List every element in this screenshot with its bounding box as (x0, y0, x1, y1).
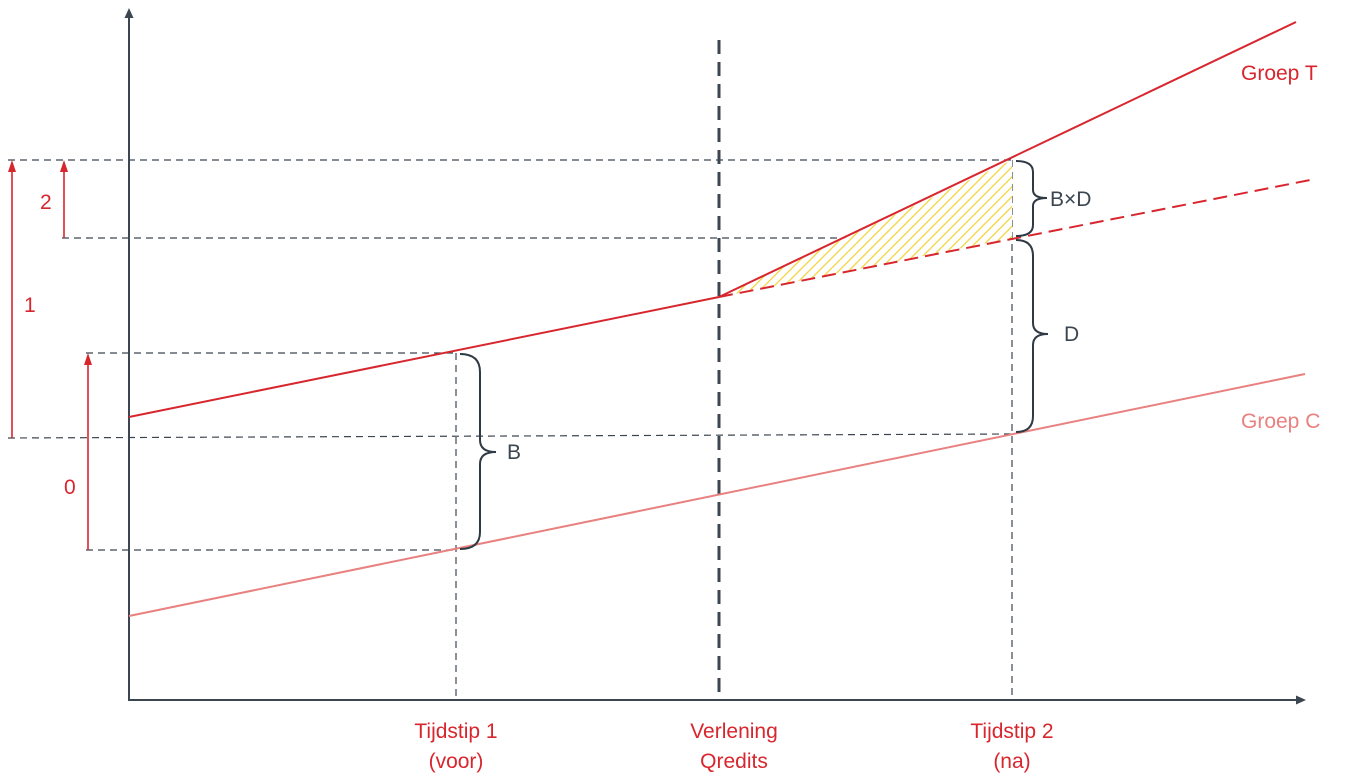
axes (124, 8, 1306, 705)
arrow-1-label: 1 (24, 294, 36, 317)
x-tick-verlening-line2: Qredits (700, 750, 768, 773)
arrow-2-head (60, 160, 68, 172)
brace-b-label: B (507, 441, 521, 464)
group-t-line-after (718, 21, 1297, 298)
arrow-0-head (84, 353, 92, 365)
brace-d-label: D (1064, 323, 1079, 346)
group-c-line (128, 373, 1306, 617)
x-tick-tijdstip-2-line1: Tijdstip 2 (970, 720, 1053, 743)
y-axis-arrowhead (124, 8, 134, 18)
arrow-2-label: 2 (40, 191, 52, 214)
group-t-line-before (128, 296, 720, 418)
x-tick-tijdstip-1-line2: (voor) (429, 750, 484, 773)
braces (459, 160, 1049, 550)
brace-d (1015, 239, 1049, 433)
difference-arrows (8, 160, 92, 550)
x-axis-arrowhead (1296, 695, 1306, 705)
x-tick-tijdstip-2-line2: (na) (993, 750, 1030, 773)
brace-b (459, 353, 497, 550)
horizontal-guides (7, 159, 1013, 551)
brace-bxd-label: B×D (1050, 188, 1091, 211)
group-t-counterfactual-line (718, 179, 1311, 298)
group-t-label: Groep T (1241, 62, 1318, 85)
arrow-1-head (8, 160, 16, 172)
x-tick-tijdstip-1-line1: Tijdstip 1 (414, 720, 497, 743)
x-tick-verlening-line1: Verlening (690, 720, 778, 743)
arrow-0-label: 0 (64, 476, 76, 499)
guide-c-at-2 (7, 433, 1013, 439)
brace-bxd (1015, 160, 1048, 237)
vertical-guides (455, 160, 1013, 700)
group-c-label: Groep C (1241, 410, 1320, 433)
